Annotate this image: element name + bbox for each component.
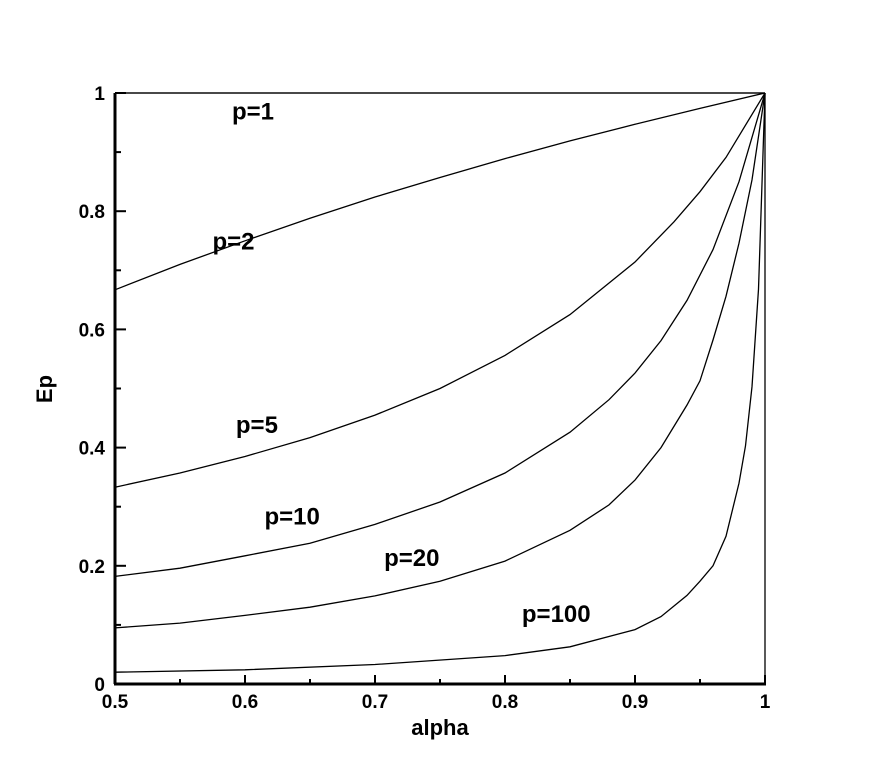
series-label: p=100 <box>522 601 591 628</box>
x-tick-label: 0.5 <box>102 692 129 713</box>
y-tick-label: 0.8 <box>79 202 105 223</box>
x-axis-label: alpha <box>411 715 469 740</box>
series-label: p=1 <box>232 99 274 126</box>
y-axis-label: Ep <box>32 375 57 403</box>
series-line-p5 <box>114 92 766 488</box>
x-tick-label: 0.7 <box>362 692 388 713</box>
series-line-p100 <box>114 92 766 673</box>
y-tick-label: 0.2 <box>79 557 105 578</box>
tick-labels: 0.5 0.6 0.7 0.8 0.9 1 0 0.2 0.4 0.6 0.8 1 <box>79 84 771 713</box>
x-tick-label: 0.9 <box>622 692 648 713</box>
series-line-p10 <box>114 92 766 578</box>
series-label: p=5 <box>236 412 278 439</box>
series-annotations: p=1 p=2 p=5 p=10 p=20 p=100 <box>213 99 591 628</box>
x-tick-label: 1 <box>760 692 771 713</box>
series-label: p=10 <box>265 503 320 530</box>
y-tick-label: 1 <box>94 84 105 105</box>
axis-ticks <box>114 92 766 685</box>
series-line-p20 <box>114 92 766 629</box>
y-tick-label: 0.4 <box>79 439 106 460</box>
y-tick-label: 0 <box>94 675 105 696</box>
series-curves <box>114 92 766 673</box>
series-label: p=2 <box>213 229 255 256</box>
series-line-p2 <box>114 92 766 291</box>
series-label: p=20 <box>384 545 439 572</box>
x-tick-label: 0.6 <box>232 692 258 713</box>
x-tick-label: 0.8 <box>492 692 518 713</box>
y-tick-label: 0.6 <box>79 320 105 341</box>
